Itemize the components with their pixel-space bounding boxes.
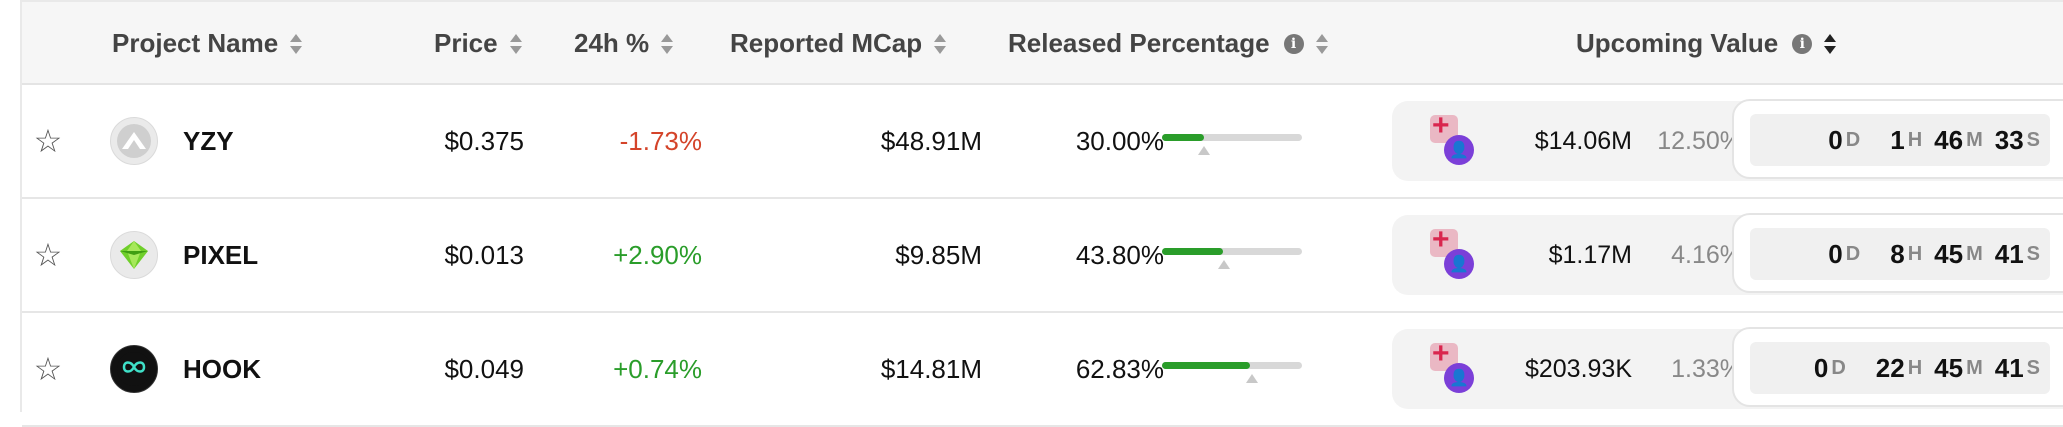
unit-days: D (1845, 242, 1861, 265)
unit-hours: H (1907, 128, 1923, 151)
unlock-table: Project Name Price 24h % Reported MCap R… (20, 0, 2063, 427)
unit-seconds: S (2026, 242, 2040, 265)
table-row[interactable]: ☆ HOOK $0.049 +0.74% $14.81M 62.83% + 👤 $… (22, 313, 2063, 427)
reported-mcap: $9.85M (895, 239, 982, 270)
unit-hours: H (1907, 356, 1923, 379)
unit-minutes: M (1966, 128, 1983, 151)
col-project-name[interactable]: Project Name (112, 2, 303, 85)
countdown-minutes: 46 (1934, 124, 1964, 155)
change-24h: +2.90% (613, 239, 702, 270)
released-progress-bar (1162, 134, 1302, 155)
col-24h-label: 24h % (574, 28, 650, 58)
price: $0.013 (444, 239, 524, 270)
upcoming-value: $203.93K (1524, 354, 1632, 383)
unit-days: D (1831, 356, 1846, 379)
released-progress-fill (1162, 134, 1204, 141)
table-header: Project Name Price 24h % Reported MCap R… (22, 2, 2063, 85)
table-row[interactable]: ☆ YZY $0.375 -1.73% $48.91M 30.00% + 👤 $1… (22, 85, 2063, 199)
upcoming-percentage: 12.50% (1657, 126, 1742, 155)
countdown-days: 0 (1828, 124, 1843, 155)
col-upcoming-value[interactable]: Upcoming Value i (1576, 2, 1837, 85)
col-project-name-label: Project Name (112, 28, 279, 58)
countdown-days: 0 (1813, 352, 1829, 383)
unlock-icon: + 👤 (1430, 111, 1474, 165)
project-name[interactable]: YZY (183, 125, 234, 156)
released-progress-bar (1162, 362, 1302, 383)
col-released-percentage[interactable]: Released Percentage i (1008, 2, 1328, 85)
released-progress-bar (1162, 248, 1302, 269)
released-progress-fill (1162, 248, 1224, 255)
change-24h: +0.74% (613, 353, 702, 384)
info-icon[interactable]: i (1283, 33, 1304, 54)
unit-minutes: M (1966, 242, 1983, 265)
upcoming-percentage: 1.33% (1671, 354, 1742, 383)
col-24h[interactable]: 24h % (574, 2, 674, 85)
col-upcoming-value-label: Upcoming Value (1576, 28, 1779, 58)
released-percentage: 43.80% (1075, 239, 1164, 270)
sort-arrows-icon[interactable] (509, 32, 522, 56)
upcoming-value: $1.17M (1548, 240, 1632, 269)
sort-arrows-icon[interactable] (661, 32, 674, 56)
countdown-hours: 1 (1890, 124, 1905, 155)
progress-marker-icon (1198, 146, 1210, 155)
unit-minutes: M (1966, 356, 1983, 379)
unit-hours: H (1907, 242, 1923, 265)
countdown-seconds: 41 (1994, 352, 2024, 383)
col-price-label: Price (434, 28, 498, 58)
col-reported-mcap[interactable]: Reported MCap (730, 2, 947, 85)
price: $0.049 (444, 353, 524, 384)
countdown-seconds: 33 (1994, 124, 2024, 155)
price: $0.375 (444, 125, 524, 156)
info-icon[interactable]: i (1792, 33, 1813, 54)
unit-seconds: S (2026, 128, 2040, 151)
released-percentage: 62.83% (1075, 353, 1164, 384)
reported-mcap: $48.91M (880, 125, 982, 156)
unit-seconds: S (2026, 356, 2040, 379)
hook-logo (110, 345, 158, 393)
countdown-minutes: 45 (1934, 238, 1964, 269)
countdown-minutes: 45 (1934, 352, 1964, 383)
project-name[interactable]: PIXEL (183, 239, 259, 270)
table-row[interactable]: ☆ PIXEL $0.013 +2.90% $9.85M 43.80% + 👤 $… (22, 199, 2063, 313)
countdown-hours: 8 (1890, 238, 1905, 269)
sort-arrows-icon[interactable] (1315, 32, 1328, 56)
col-released-percentage-label: Released Percentage (1008, 28, 1270, 58)
unlock-icon: + 👤 (1430, 225, 1474, 279)
unlock-icon: + 👤 (1430, 339, 1474, 393)
sort-arrows-icon[interactable] (934, 32, 947, 56)
upcoming-percentage: 4.16% (1671, 240, 1742, 269)
countdown-hours: 22 (1875, 352, 1905, 383)
col-price[interactable]: Price (434, 2, 522, 85)
upcoming-value: $14.06M (1534, 126, 1632, 155)
project-name[interactable]: HOOK (183, 353, 261, 384)
star-outline-icon[interactable]: ☆ (33, 351, 63, 387)
change-24h: -1.73% (619, 125, 702, 156)
col-reported-mcap-label: Reported MCap (730, 28, 923, 58)
sort-arrows-icon[interactable] (290, 32, 303, 56)
progress-marker-icon (1245, 374, 1258, 383)
countdown-seconds: 41 (1994, 238, 2024, 269)
star-outline-icon[interactable]: ☆ (33, 237, 63, 273)
pixel-logo (110, 231, 158, 279)
released-progress-fill (1162, 362, 1250, 369)
star-outline-icon[interactable]: ☆ (33, 123, 63, 159)
countdown-days: 0 (1828, 238, 1843, 269)
released-percentage: 30.00% (1075, 125, 1164, 156)
progress-marker-icon (1217, 260, 1230, 269)
yzy-logo (110, 117, 158, 165)
sort-arrows-icon[interactable] (1824, 32, 1837, 56)
reported-mcap: $14.81M (880, 353, 982, 384)
unit-days: D (1845, 128, 1861, 151)
